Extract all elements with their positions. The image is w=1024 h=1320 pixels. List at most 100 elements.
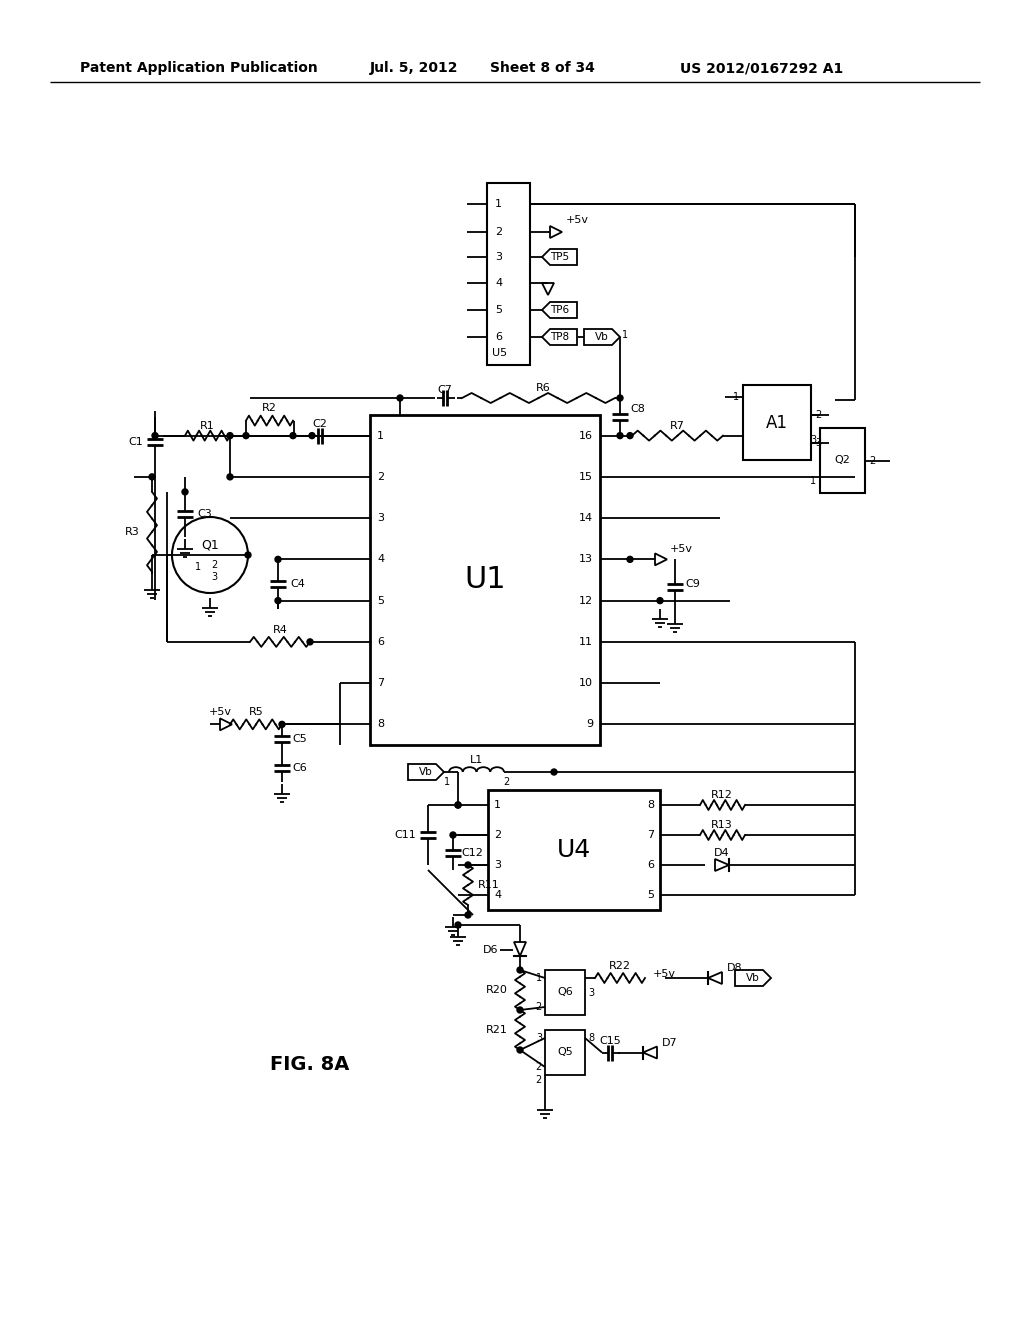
Text: R13: R13 [711,820,733,830]
Text: 1: 1 [536,973,542,983]
Text: 2: 2 [211,560,217,570]
Circle shape [627,556,633,562]
Circle shape [245,552,251,558]
Text: 3: 3 [495,252,502,261]
Text: A1: A1 [766,413,788,432]
Text: C11: C11 [394,830,416,840]
Text: 12: 12 [579,595,593,606]
Circle shape [279,721,285,727]
Text: 2: 2 [536,1074,542,1085]
Circle shape [450,832,456,838]
Text: 2: 2 [536,1063,542,1072]
Bar [487,183,530,366]
Circle shape [465,862,471,869]
Circle shape [275,556,281,562]
Text: C15: C15 [599,1035,621,1045]
Text: Vb: Vb [746,973,760,983]
Text: C3: C3 [197,510,212,519]
Text: 2: 2 [536,1002,542,1012]
Text: R12: R12 [711,789,733,800]
Text: C2: C2 [312,418,328,429]
Text: R20: R20 [486,985,508,995]
Text: R1: R1 [200,421,215,430]
Text: C4: C4 [290,579,305,589]
Text: 1: 1 [444,777,451,787]
Text: 3: 3 [211,572,217,582]
Text: 16: 16 [579,430,593,441]
Circle shape [465,912,471,917]
Text: 6: 6 [647,861,654,870]
Text: 8: 8 [588,1034,594,1043]
Text: TP5: TP5 [551,252,569,261]
Text: 3: 3 [536,1034,542,1043]
Text: 1: 1 [622,330,628,341]
Text: D6: D6 [482,945,498,954]
Text: 2: 2 [494,830,501,840]
Text: 3: 3 [815,438,821,447]
Circle shape [455,921,461,928]
Circle shape [227,433,233,438]
Text: 5: 5 [647,890,654,900]
Circle shape [627,433,633,438]
Circle shape [455,803,461,808]
Text: Jul. 5, 2012: Jul. 5, 2012 [370,61,459,75]
Circle shape [182,488,188,495]
Text: R5: R5 [249,708,263,717]
Text: 2: 2 [377,471,384,482]
Text: 3: 3 [588,987,594,998]
Circle shape [150,474,155,480]
Text: +5v: +5v [566,215,589,224]
Text: 3: 3 [494,861,501,870]
Text: US 2012/0167292 A1: US 2012/0167292 A1 [680,61,843,75]
Text: C5: C5 [292,734,307,744]
Text: 10: 10 [579,678,593,688]
Text: TP8: TP8 [551,333,569,342]
Text: R3: R3 [125,527,140,537]
Text: C12: C12 [461,847,483,858]
Text: 4: 4 [495,279,502,288]
Text: Q2: Q2 [835,455,851,466]
Text: D4: D4 [714,847,730,858]
Bar [545,970,585,1015]
Text: 8: 8 [377,719,384,730]
Text: +5v: +5v [670,544,693,554]
Text: 2: 2 [869,455,876,466]
Text: 15: 15 [579,471,593,482]
Text: 4: 4 [494,890,501,900]
Circle shape [517,1047,523,1053]
Text: C9: C9 [685,579,699,589]
Text: 6: 6 [495,333,502,342]
Text: R22: R22 [609,961,631,972]
Text: 3: 3 [377,513,384,523]
Circle shape [227,474,233,480]
Text: C6: C6 [292,763,307,774]
Text: Vb: Vb [419,767,433,777]
Circle shape [551,770,557,775]
Text: R2: R2 [262,403,276,413]
Text: 7: 7 [647,830,654,840]
Text: 2: 2 [495,227,502,238]
Text: 3: 3 [810,436,816,445]
Bar [370,414,600,744]
Text: 8: 8 [647,800,654,810]
Bar [820,428,865,492]
Text: 9: 9 [586,719,593,730]
Text: 1: 1 [494,800,501,810]
Text: R6: R6 [537,383,551,393]
Text: 7: 7 [377,678,384,688]
Text: FIG. 8A: FIG. 8A [270,1056,349,1074]
Circle shape [397,395,403,401]
Text: U1: U1 [464,565,506,594]
Text: +5v: +5v [653,969,676,979]
Text: 2: 2 [503,777,509,787]
Text: 5: 5 [377,595,384,606]
Text: L1: L1 [470,755,483,766]
Text: Q6: Q6 [557,987,572,998]
Bar [545,1030,585,1074]
Bar [743,385,811,459]
Text: C1: C1 [128,437,143,447]
Text: D7: D7 [662,1038,678,1048]
Circle shape [517,1007,523,1012]
Text: Sheet 8 of 34: Sheet 8 of 34 [490,61,595,75]
Text: Vb: Vb [595,333,609,342]
